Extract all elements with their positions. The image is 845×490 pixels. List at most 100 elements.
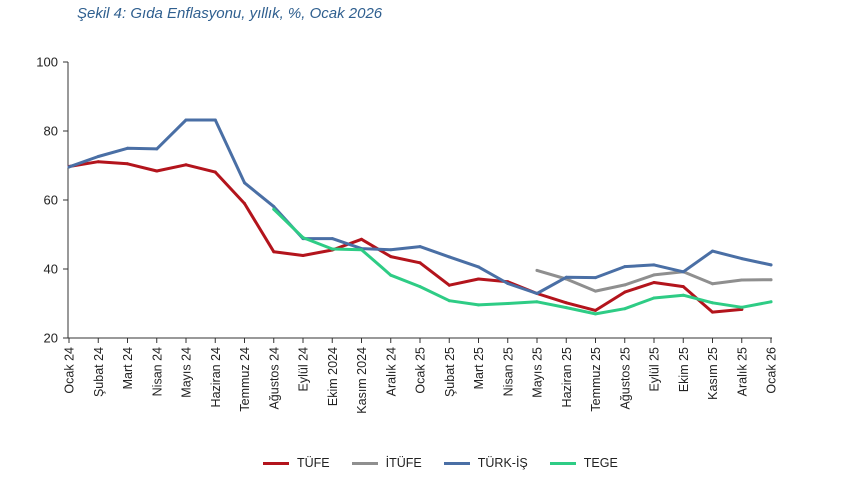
data-point	[301, 236, 305, 240]
chart-title: Şekil 4: Gıda Enflasyonu, yıllık, %, Oca…	[77, 5, 383, 22]
x-tick-label: Mart 25	[472, 347, 486, 389]
x-tick-label: Şubat 25	[443, 347, 457, 397]
data-point	[594, 308, 597, 312]
series-tüfe	[67, 160, 744, 314]
series-lines	[67, 118, 773, 316]
data-point	[652, 263, 656, 267]
data-point	[564, 301, 568, 305]
data-point	[418, 245, 422, 249]
data-point	[711, 282, 714, 286]
data-point	[389, 273, 393, 277]
data-point	[184, 118, 188, 122]
data-point	[330, 237, 334, 241]
x-tick-label: Mayıs 25	[531, 347, 545, 398]
data-point	[594, 289, 597, 293]
data-point	[711, 310, 714, 314]
data-point	[681, 270, 685, 274]
data-point	[623, 290, 627, 294]
y-tick-label: 100	[36, 55, 58, 70]
legend-swatch	[263, 461, 289, 465]
series-line	[67, 118, 773, 295]
y-tick-label: 40	[44, 262, 58, 277]
data-point	[623, 307, 627, 311]
data-point	[740, 278, 744, 282]
x-tick-label: Kasım 2024	[355, 347, 369, 414]
x-tick-label: Temmuz 24	[238, 347, 252, 412]
x-tick-label: Ocak 25	[414, 347, 428, 394]
data-point	[477, 303, 480, 307]
data-point	[389, 248, 393, 252]
data-point	[564, 275, 568, 279]
x-tick-label: Nisan 25	[501, 347, 515, 396]
x-tick-label: Ocak 24	[63, 347, 77, 394]
series-line	[67, 160, 744, 314]
data-point	[681, 285, 685, 289]
data-point	[477, 265, 480, 269]
y-tick-label: 80	[44, 124, 58, 139]
series-line	[272, 207, 773, 316]
data-point	[506, 302, 510, 305]
data-point	[711, 301, 714, 305]
series-tege	[272, 207, 773, 316]
legend-swatch	[549, 461, 576, 465]
x-tick-label: Nisan 24	[150, 347, 164, 396]
x-tick-label: Temmuz 25	[589, 347, 603, 412]
y-tick-label: 60	[44, 193, 58, 208]
data-point	[535, 292, 539, 295]
data-point	[447, 299, 451, 303]
data-point	[740, 305, 744, 309]
x-tick-label: Eylül 25	[648, 347, 662, 392]
legend-label: TÜRK-İŞ	[477, 456, 528, 470]
legend-label: İTÜFE	[385, 456, 422, 470]
data-point	[769, 300, 773, 304]
series-türk-i̇ş	[67, 118, 773, 295]
data-point	[652, 281, 656, 284]
legend-item: TEGE	[549, 456, 618, 470]
data-point	[272, 205, 276, 209]
data-point	[272, 207, 276, 211]
data-point	[477, 277, 480, 281]
data-point	[272, 250, 276, 254]
x-tick-label: Mayıs 24	[180, 347, 194, 398]
legend-label: TEGE	[583, 456, 618, 470]
x-tick-label: Haziran 24	[209, 347, 223, 407]
x-tick-label: Aralık 24	[384, 347, 398, 396]
data-point	[330, 247, 334, 251]
data-point	[389, 255, 393, 259]
x-tick-label: Eylül 24	[297, 347, 311, 392]
data-point	[623, 265, 627, 269]
data-point	[418, 261, 422, 265]
data-point	[769, 263, 773, 267]
x-tick-label: Haziran 25	[560, 347, 574, 407]
data-point	[447, 255, 451, 259]
data-point	[740, 257, 744, 261]
data-point	[652, 273, 656, 277]
legend-swatch	[351, 461, 378, 465]
data-point	[506, 282, 510, 285]
data-point	[184, 163, 188, 167]
legend-label: TÜFE	[297, 456, 330, 470]
legend-item: TÜFE	[263, 456, 330, 470]
data-point	[594, 312, 597, 316]
legend-swatch	[443, 461, 470, 465]
data-point	[623, 283, 627, 287]
data-point	[564, 306, 568, 310]
y-axis-ticks: 20 40 60 80 100	[36, 55, 68, 346]
data-point	[711, 249, 714, 253]
data-point	[681, 293, 685, 297]
data-point	[360, 237, 363, 241]
x-tick-label: Şubat 24	[92, 347, 106, 397]
data-point	[155, 169, 159, 173]
x-tick-label: Mart 24	[121, 347, 135, 389]
data-point	[535, 268, 539, 272]
data-point	[155, 147, 159, 151]
data-point	[418, 285, 422, 289]
data-point	[447, 283, 451, 287]
data-point	[535, 300, 539, 304]
data-point	[213, 170, 217, 174]
data-point	[126, 162, 129, 166]
x-axis-ticks: Ocak 24 Şubat 24 Mart 24 Nisan 24 Mayıs 24 Ha…	[63, 338, 779, 414]
data-point	[594, 276, 597, 280]
x-tick-label: Ekim 25	[677, 347, 691, 392]
data-point	[96, 160, 100, 164]
